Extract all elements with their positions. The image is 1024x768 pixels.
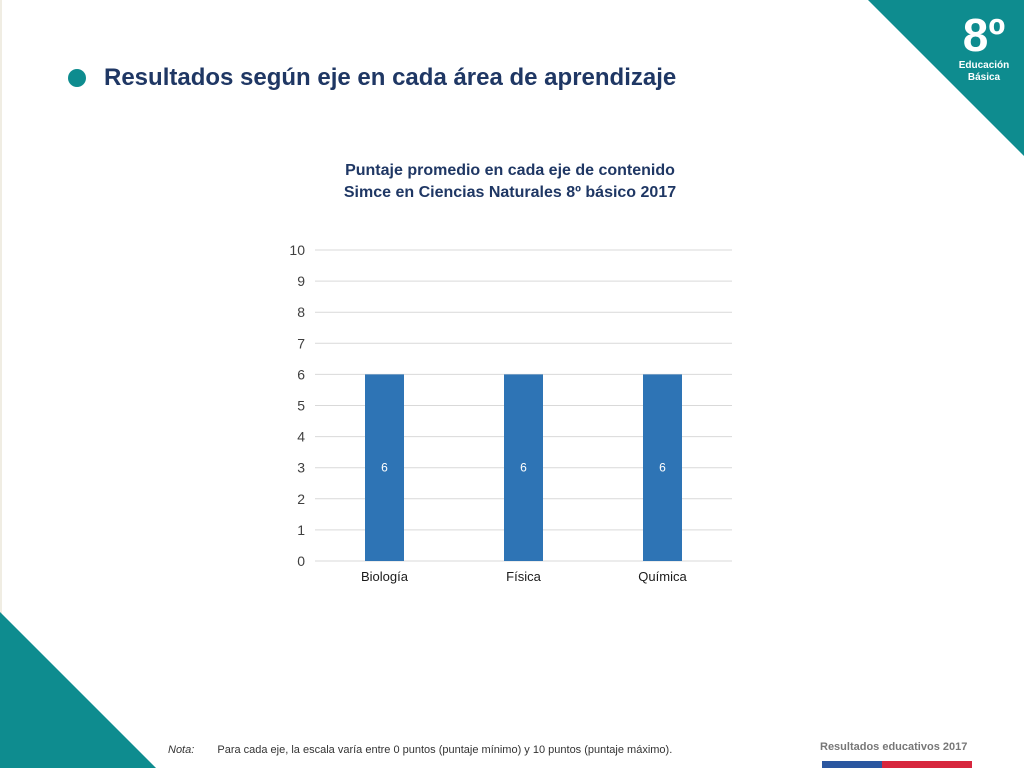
bar-data-label-0: 6 xyxy=(381,461,388,475)
y-tick-label-9: 9 xyxy=(297,273,305,289)
chart-subtitle: Simce en Ciencias Naturales 8º básico 20… xyxy=(343,184,677,201)
x-category-label-0: Biología xyxy=(361,569,409,584)
footnote-text: Para cada eje, la escala varía entre 0 p… xyxy=(217,744,673,756)
bar-chart: 0 1 2 3 4 5 6 7 8 9 10 6 Biología 6 Física 6 Química xyxy=(289,242,732,584)
flag-bar-blue xyxy=(822,761,882,768)
bar-2 xyxy=(643,374,682,561)
y-tick-label-4: 4 xyxy=(297,429,305,445)
grade-level-line1: Educación xyxy=(958,60,1010,71)
slide-heading: Resultados según eje en cada área de apr… xyxy=(68,62,676,94)
footnote: Nota: Para cada eje, la escala varía ent… xyxy=(168,744,672,756)
grade-level-line2: Básica xyxy=(967,72,1001,83)
left-edge-line xyxy=(0,0,2,768)
teal-triangle-bottom-left xyxy=(0,612,156,768)
y-tick-label-7: 7 xyxy=(297,335,305,351)
corner-decoration-top-right xyxy=(868,0,1024,156)
x-category-label-1: Física xyxy=(506,569,541,584)
y-tick-label-10: 10 xyxy=(289,242,305,258)
bullet-dot-icon xyxy=(68,69,86,87)
y-tick-label-6: 6 xyxy=(297,366,305,382)
bar-data-label-2: 6 xyxy=(659,461,666,475)
slide-title: Resultados según eje en cada área de apr… xyxy=(104,64,677,91)
y-tick-label-5: 5 xyxy=(297,398,305,414)
footer-brand: Resultados educativos 2017 xyxy=(820,741,968,753)
grade-number: 8º xyxy=(962,9,1006,61)
flag-color-bar xyxy=(822,761,972,768)
chart-title: Puntaje promedio en cada eje de contenid… xyxy=(345,162,675,179)
y-tick-label-0: 0 xyxy=(297,553,305,569)
y-tick-label-3: 3 xyxy=(297,460,305,476)
y-tick-label-2: 2 xyxy=(297,491,305,507)
corner-decoration-bottom-left xyxy=(0,612,156,768)
flag-bar-red xyxy=(882,761,972,768)
x-category-label-2: Química xyxy=(638,569,687,584)
y-tick-label-1: 1 xyxy=(297,522,305,538)
grade-badge: 8º Educación Básica xyxy=(944,10,1024,84)
footnote-label: Nota: xyxy=(168,744,195,756)
bar-0 xyxy=(365,374,404,561)
chart-title-block: Puntaje promedio en cada eje de contenid… xyxy=(300,160,720,204)
bar-1 xyxy=(504,374,543,561)
teal-triangle-top-right xyxy=(868,0,1024,156)
bar-data-label-1: 6 xyxy=(520,461,527,475)
y-tick-label-8: 8 xyxy=(297,304,305,320)
